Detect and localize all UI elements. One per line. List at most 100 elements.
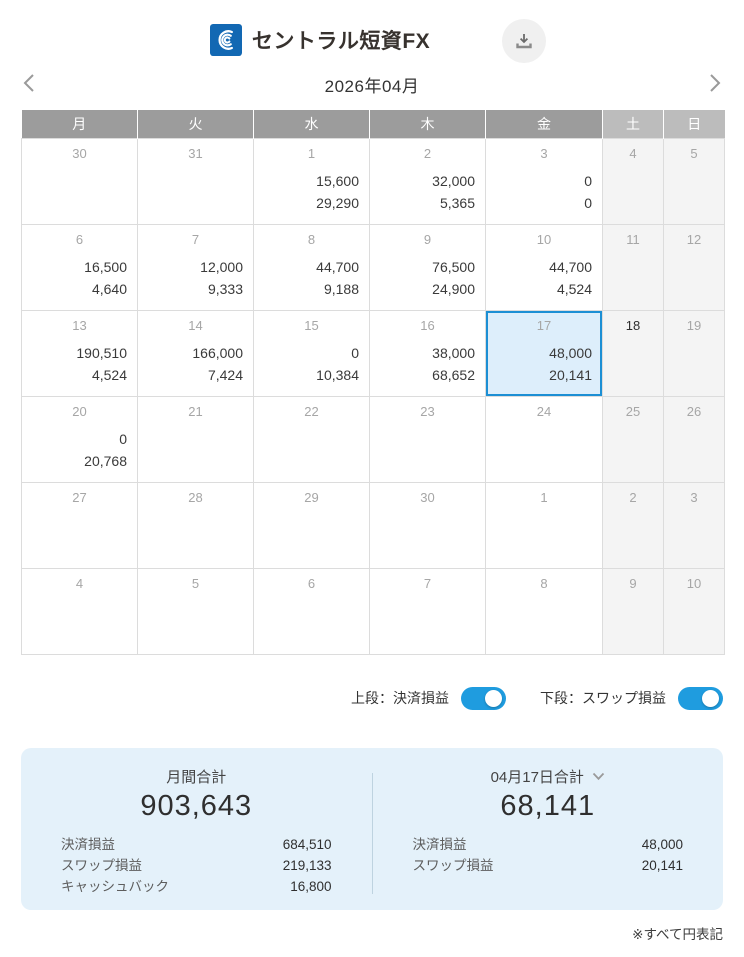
calendar-day-cell[interactable]: 15 0 10,384: [253, 309, 370, 397]
day-values: 190,510 4,524: [22, 342, 137, 386]
settlement-value: [613, 256, 653, 278]
day-values: 0 10,384: [254, 342, 369, 386]
calendar-day-cell[interactable]: 14 166,000 7,424: [137, 309, 254, 397]
day-number: 28: [188, 489, 203, 505]
calendar-day-cell[interactable]: 28: [137, 481, 254, 569]
swap-value: [148, 450, 243, 472]
day-number: 18: [625, 317, 641, 333]
calendar-day-cell[interactable]: 26: [663, 395, 725, 483]
swap-value: 9,333: [207, 280, 243, 297]
calendar-day-cell[interactable]: 13 190,510 4,524: [21, 309, 138, 397]
swap-value: 7,424: [207, 366, 243, 383]
calendar-week-row: 6 16,500 4,640 7 12,000 9,333 8 44,700 9,188 9 76,…: [21, 223, 725, 311]
settlement-value: [148, 600, 243, 622]
settlement-value: 15,600: [316, 172, 359, 189]
day-number: 2: [629, 489, 637, 505]
calendar-day-cell[interactable]: 10 44,700 4,524: [485, 223, 603, 311]
prev-month-button[interactable]: [14, 68, 44, 98]
calendar-day-cell[interactable]: 24: [485, 395, 603, 483]
day-number: 10: [686, 575, 702, 591]
calendar-day-cell[interactable]: 20 0 20,768: [21, 395, 138, 483]
day-values: 12,000 9,333: [138, 256, 253, 300]
swap-value: [148, 192, 243, 214]
calendar-day-cell[interactable]: 23: [369, 395, 486, 483]
settlement-value: [613, 600, 653, 622]
day-header: 水: [253, 110, 370, 138]
calendar-day-cell[interactable]: 21: [137, 395, 254, 483]
calendar-body: 30 31 1 15,600 29,290 2 32,000 5,365 3 0 0 4 5 6 16,50…: [21, 137, 725, 655]
summary-panel: 月間合計 903,643 決済損益 684,510 スワップ損益 219,133 キャッ…: [21, 747, 724, 910]
app-header: セントラル短資FX: [0, 0, 744, 63]
calendar-day-cell[interactable]: 1 15,600 29,290: [253, 137, 370, 225]
calendar-day-cell[interactable]: 7 12,000 9,333: [137, 223, 254, 311]
calendar-day-cell[interactable]: 11: [602, 223, 664, 311]
swap-value: 5,365: [439, 194, 475, 211]
calendar-day-cell[interactable]: 6: [253, 567, 370, 655]
calendar-day-cell[interactable]: 5: [137, 567, 254, 655]
summary-row-value: 48,000: [641, 836, 683, 852]
calendar-day-cell[interactable]: 10: [663, 567, 725, 655]
calendar-day-cell[interactable]: 9: [602, 567, 664, 655]
calendar-day-cell[interactable]: 22: [253, 395, 370, 483]
swap-value: [380, 536, 475, 558]
calendar-day-cell[interactable]: 8: [485, 567, 603, 655]
settlement-value: [613, 342, 653, 364]
calendar-day-cell[interactable]: 30: [369, 481, 486, 569]
calendar-day-cell[interactable]: 3: [663, 481, 725, 569]
calendar-day-cell[interactable]: 2: [602, 481, 664, 569]
swap-value: 20,768: [84, 452, 127, 469]
day-values: 166,000 7,424: [138, 342, 253, 386]
summary-row-label: 決済損益: [412, 836, 467, 852]
toggle-knob: [485, 689, 502, 707]
swap-toggle-switch[interactable]: [678, 686, 723, 710]
calendar-day-cell[interactable]: 16 38,000 68,652: [369, 309, 486, 397]
settlement-value: [496, 600, 592, 622]
day-values: [664, 514, 724, 558]
calendar-day-cell[interactable]: 2 32,000 5,365: [369, 137, 486, 225]
calendar-day-cell[interactable]: 17 48,000 20,141: [485, 309, 603, 397]
day-number: 12: [686, 231, 702, 247]
calendar-day-cell[interactable]: 27: [21, 481, 138, 569]
calendar-day-cell[interactable]: 29: [253, 481, 370, 569]
calendar-day-cell[interactable]: 7: [369, 567, 486, 655]
settlement-value: [264, 600, 359, 622]
calendar-day-cell[interactable]: 12: [663, 223, 725, 311]
swap-value: [264, 450, 359, 472]
settlement-value: [32, 170, 127, 192]
settlement-value: 0: [119, 430, 127, 447]
download-button[interactable]: [502, 19, 546, 63]
day-values: [370, 428, 485, 472]
calendar-day-cell[interactable]: 19: [663, 309, 725, 397]
calendar-day-cell[interactable]: 30: [21, 137, 138, 225]
calendar-day-cell[interactable]: 4: [21, 567, 138, 655]
day-number: 4: [629, 145, 637, 161]
settlement-value: 0: [584, 172, 592, 189]
day-values: [254, 600, 369, 644]
calendar-day-cell[interactable]: 31: [137, 137, 254, 225]
toggle-label-settlement: 上段：決済損益: [351, 690, 449, 706]
calendar-day-cell[interactable]: 18: [602, 309, 664, 397]
daily-summary: 04月17日合計 68,141 決済損益 48,000 スワップ損益 20,141: [373, 767, 724, 896]
calendar-day-cell[interactable]: 4: [602, 137, 664, 225]
app-logo: セントラル短資FX: [0, 18, 692, 62]
day-number: 9: [629, 575, 637, 591]
swap-value: [264, 536, 359, 558]
next-month-button[interactable]: [700, 68, 730, 98]
swap-value: 24,900: [432, 280, 475, 297]
calendar-day-cell[interactable]: 6 16,500 4,640: [21, 223, 138, 311]
calendar-day-cell[interactable]: 5: [663, 137, 725, 225]
daily-summary-title[interactable]: 04月17日合計: [413, 767, 684, 787]
day-number: 23: [420, 403, 435, 419]
day-number: 6: [75, 231, 84, 247]
calendar-day-cell[interactable]: 9 76,500 24,900: [369, 223, 486, 311]
calendar-day-cell[interactable]: 25: [602, 395, 664, 483]
calendar-day-cell[interactable]: 8 44,700 9,188: [253, 223, 370, 311]
day-number: 1: [307, 145, 316, 161]
day-values: [138, 428, 253, 472]
day-number: 29: [304, 489, 319, 505]
swap-value: [613, 536, 653, 558]
calendar-day-cell[interactable]: 1: [485, 481, 603, 569]
settlement-toggle-switch[interactable]: [461, 686, 506, 710]
settlement-value: 44,700: [316, 258, 359, 275]
